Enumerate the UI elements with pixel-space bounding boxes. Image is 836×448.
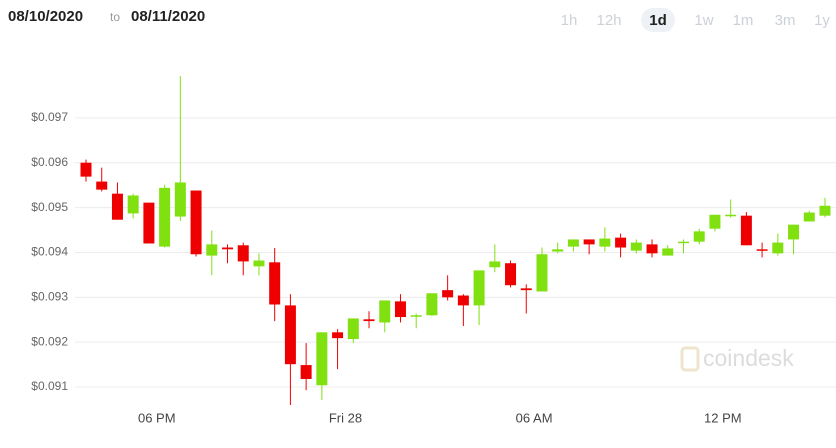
candle-body: [442, 290, 454, 298]
x-tick-label: 06 AM: [516, 410, 553, 425]
y-tick-label: $0.095: [31, 200, 68, 214]
candle-body: [347, 318, 359, 340]
candle-body: [489, 261, 501, 268]
watermark-logo: coindesk: [680, 345, 794, 372]
candle-body: [316, 332, 328, 386]
candle-body: [96, 181, 108, 190]
candle-body: [473, 270, 485, 306]
candle-body: [394, 301, 406, 318]
candle-body: [819, 205, 831, 216]
candle-body: [599, 238, 611, 247]
candle-body: [740, 215, 752, 246]
y-tick-label: $0.091: [31, 379, 68, 393]
candle-body: [190, 190, 202, 255]
candle-body: [725, 214, 737, 217]
x-tick-label: Fri 28: [329, 410, 362, 425]
candle-body: [615, 237, 627, 248]
candle-body: [206, 244, 218, 256]
date-sep: to: [110, 10, 120, 24]
candle-body: [284, 305, 296, 365]
y-tick-label: $0.093: [31, 289, 68, 303]
candle-body: [693, 231, 705, 242]
candle-body: [426, 293, 438, 316]
candle-body: [646, 244, 658, 254]
range-button[interactable]: 1h: [561, 12, 578, 29]
range-active-bg: [641, 8, 675, 32]
watermark-text: coindesk: [703, 345, 794, 371]
y-tick-label: $0.094: [31, 245, 68, 259]
candle-body: [237, 245, 249, 262]
candle-body: [111, 193, 123, 220]
candle-body: [269, 262, 281, 305]
candle-body: [772, 242, 784, 254]
candle-body: [536, 254, 548, 292]
range-button[interactable]: 1m: [733, 12, 754, 29]
x-tick-label: 12 PM: [704, 410, 742, 425]
candle-body: [756, 249, 768, 251]
date-from: 08/10/2020: [8, 8, 83, 25]
y-tick-label: $0.092: [31, 334, 68, 348]
candle-body: [222, 247, 234, 250]
candle-body: [253, 260, 265, 267]
candle-body: [379, 300, 391, 323]
candle-body: [630, 242, 642, 251]
candle-body: [159, 187, 171, 247]
candle-body: [300, 365, 312, 379]
candle-body: [80, 162, 92, 177]
candle-body: [677, 241, 689, 244]
range-buttons: 1h 12h 1d 1w 1m 3m 1y: [561, 8, 830, 32]
candle-body: [332, 332, 344, 339]
y-tick-label: $0.096: [31, 155, 68, 169]
range-button[interactable]: 3m: [775, 12, 796, 29]
range-button[interactable]: 1w: [694, 12, 713, 29]
candle-body: [174, 182, 186, 217]
range-button[interactable]: 12h: [596, 12, 621, 29]
candle-body: [520, 288, 532, 291]
candle-body: [709, 214, 721, 229]
candle-body: [552, 249, 564, 252]
x-tick-label: 06 PM: [138, 410, 176, 425]
date-to: 08/11/2020: [131, 8, 205, 25]
logo-icon: [680, 346, 700, 372]
candle-body: [662, 248, 674, 256]
candle-body: [803, 212, 815, 222]
candle-body: [363, 319, 375, 322]
candle-body: [143, 202, 155, 244]
candle-body: [583, 239, 595, 245]
candle-body: [567, 239, 579, 247]
candle-body: [505, 263, 517, 286]
candle-body: [788, 224, 800, 240]
candle-body: [127, 195, 139, 214]
range-button[interactable]: 1y: [814, 12, 830, 29]
candle-body: [410, 315, 422, 317]
y-tick-label: $0.097: [31, 110, 68, 124]
candle-body: [457, 295, 469, 306]
range-button[interactable]: 1d: [649, 12, 667, 29]
